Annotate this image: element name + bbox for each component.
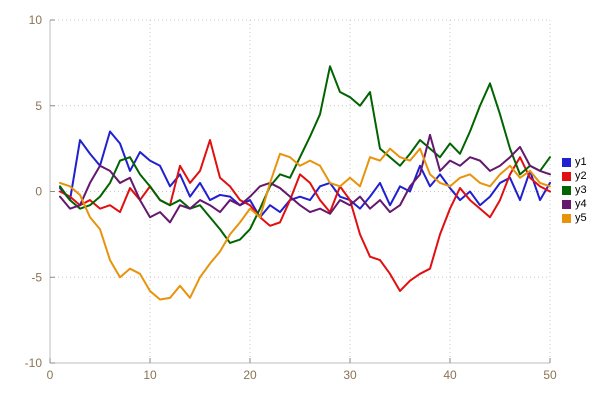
series-line-y4 [59,133,551,224]
x-tick-label: 50 [543,368,557,382]
x-tick-label: 20 [243,368,257,382]
y-tick-label: -5 [31,270,42,284]
y-tick-label: 10 [29,13,43,27]
y-tick-label: 5 [35,99,42,113]
y-tick-label: 0 [35,185,42,199]
legend-label-y4: y4 [575,197,587,210]
legend-item-y3: y3 [562,184,587,196]
series-line-y2 [59,139,551,292]
legend-label-y5: y5 [575,211,587,224]
legend-item-y5: y5 [562,212,587,224]
legend-swatch-y5 [562,213,571,223]
legend-item-y1: y1 [562,156,587,168]
legend-label-y3: y3 [575,183,587,196]
legend-swatch-y2 [562,171,571,181]
legend-item-y4: y4 [562,198,587,210]
series-line-y1 [59,130,551,219]
chart-legend: y1 y2 y3 y4 y5 [562,156,587,224]
legend-swatch-y4 [562,199,571,209]
x-tick-label: 40 [443,368,457,382]
x-tick-label: 30 [343,368,357,382]
legend-item-y2: y2 [562,170,587,182]
y-tick-label: -10 [25,356,43,370]
series-line-y3 [59,65,551,244]
legend-swatch-y3 [562,185,571,195]
series-line-y5 [59,147,551,301]
legend-label-y1: y1 [575,155,587,168]
legend-label-y2: y2 [575,169,587,182]
legend-swatch-y1 [562,157,571,167]
x-tick-label: 0 [47,368,54,382]
x-tick-label: 10 [143,368,157,382]
